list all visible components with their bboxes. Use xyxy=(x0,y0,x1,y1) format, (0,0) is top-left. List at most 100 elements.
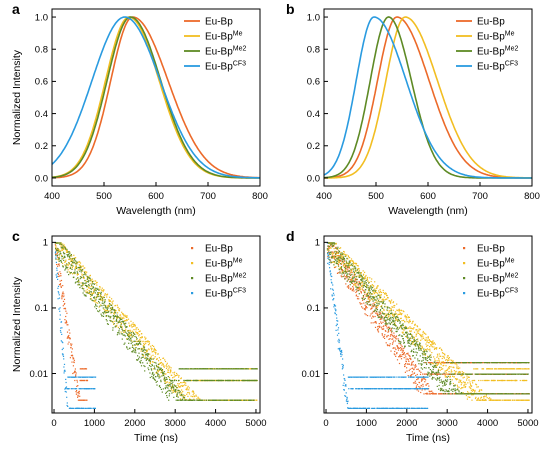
data-point xyxy=(139,361,141,363)
data-point xyxy=(472,389,474,391)
data-point xyxy=(137,333,139,335)
data-point xyxy=(414,366,416,369)
data-point xyxy=(382,321,384,323)
data-point xyxy=(376,287,378,289)
data-point xyxy=(238,368,240,370)
data-point xyxy=(84,407,87,409)
data-point xyxy=(164,382,166,384)
data-point xyxy=(348,273,350,275)
data-point xyxy=(179,398,181,400)
data-point xyxy=(77,396,79,398)
data-point xyxy=(116,317,118,319)
data-point xyxy=(407,375,409,377)
data-point xyxy=(343,260,345,263)
data-point xyxy=(86,288,88,291)
data-point xyxy=(159,367,161,369)
data-point xyxy=(82,288,84,290)
data-point xyxy=(339,272,341,274)
data-point xyxy=(349,276,351,278)
data-point xyxy=(174,391,176,393)
data-point xyxy=(380,322,383,324)
data-point xyxy=(124,324,126,326)
data-point xyxy=(226,399,229,401)
data-point xyxy=(369,290,371,292)
data-point xyxy=(330,262,332,264)
data-point xyxy=(433,342,435,344)
data-point xyxy=(418,330,420,332)
data-point xyxy=(383,313,385,315)
data-point xyxy=(70,254,72,256)
data-point xyxy=(392,302,394,304)
data-point xyxy=(375,310,378,312)
data-point xyxy=(130,340,132,342)
data-point xyxy=(58,258,61,260)
data-point xyxy=(367,301,369,303)
data-point xyxy=(164,387,166,389)
data-point xyxy=(153,373,155,375)
data-point xyxy=(79,264,81,266)
data-point xyxy=(175,374,177,376)
data-point xyxy=(146,354,149,356)
data-point xyxy=(346,257,348,259)
data-point xyxy=(355,270,357,273)
data-point xyxy=(68,263,70,265)
data-point xyxy=(131,326,133,328)
data-point xyxy=(56,252,58,254)
data-point xyxy=(104,304,106,306)
data-point xyxy=(382,326,384,328)
data-point xyxy=(342,272,344,274)
data-point xyxy=(377,303,379,305)
data-point xyxy=(256,379,258,382)
data-point xyxy=(90,298,92,300)
data-point xyxy=(357,284,359,286)
data-point xyxy=(348,263,350,265)
data-point xyxy=(160,367,162,369)
data-point xyxy=(145,340,147,343)
data-point xyxy=(443,356,445,358)
data-point xyxy=(223,399,226,401)
data-point xyxy=(409,355,411,358)
data-point xyxy=(60,253,62,255)
data-point xyxy=(75,265,77,267)
data-point xyxy=(412,336,414,338)
data-point xyxy=(419,370,421,372)
data-point xyxy=(338,255,340,257)
data-point xyxy=(511,379,513,382)
data-point xyxy=(370,298,372,300)
data-point xyxy=(441,362,443,364)
data-point xyxy=(356,279,358,281)
data-point xyxy=(394,324,396,326)
data-point xyxy=(104,299,106,301)
data-point xyxy=(147,357,149,360)
data-point xyxy=(460,388,462,390)
data-point xyxy=(190,368,193,370)
data-point xyxy=(62,266,64,268)
data-point xyxy=(426,363,428,365)
data-point xyxy=(173,386,175,389)
data-point xyxy=(80,376,82,378)
data-point xyxy=(394,347,396,349)
data-point xyxy=(386,294,388,297)
data-point xyxy=(333,242,336,244)
data-point xyxy=(452,360,454,362)
data-point xyxy=(424,350,426,352)
data-point xyxy=(388,319,390,321)
data-point xyxy=(65,321,68,323)
data-point xyxy=(356,282,358,284)
data-point xyxy=(80,399,82,401)
data-point xyxy=(85,285,88,287)
data-point xyxy=(126,347,128,349)
data-point xyxy=(155,372,157,374)
data-point xyxy=(64,264,66,266)
data-point xyxy=(75,388,77,390)
data-point xyxy=(429,393,431,395)
data-point xyxy=(332,257,334,259)
data-point xyxy=(349,270,351,272)
data-point xyxy=(408,321,410,323)
data-point xyxy=(143,343,145,345)
data-point xyxy=(421,363,423,365)
data-point xyxy=(95,303,97,305)
data-point xyxy=(394,350,396,353)
y-tick-label: 0.1 xyxy=(35,303,48,314)
data-point xyxy=(410,358,412,361)
